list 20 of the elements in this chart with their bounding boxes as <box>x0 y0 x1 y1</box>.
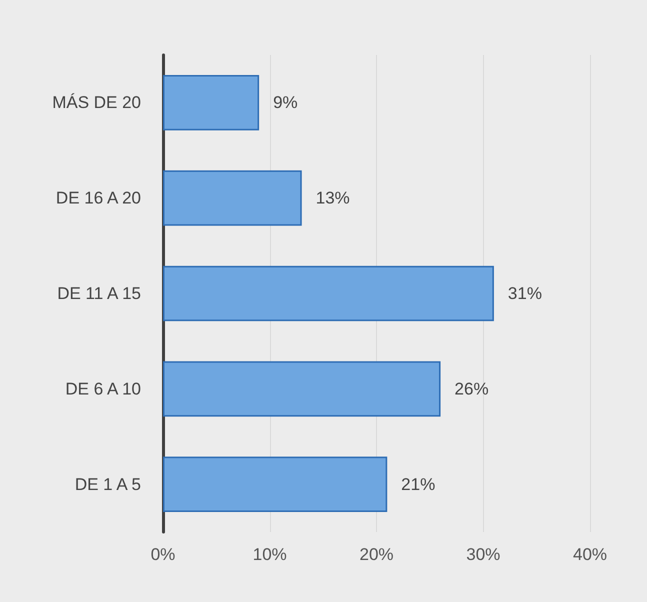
data-label: 13% <box>316 188 350 208</box>
bar <box>163 361 441 417</box>
data-label: 21% <box>401 474 436 494</box>
bar <box>163 456 388 512</box>
x-tick-label: 0% <box>150 545 176 564</box>
bar <box>163 170 302 226</box>
x-tick-label: 30% <box>466 545 500 564</box>
bar <box>163 266 494 322</box>
y-tick-label: DE 16 A 20 <box>56 188 141 208</box>
y-tick-label: MÁS DE 20 <box>52 93 141 112</box>
y-tick-label: DE 1 A 5 <box>74 474 141 494</box>
data-label: 26% <box>454 379 489 398</box>
bar <box>163 75 260 130</box>
y-tick-label: DE 6 A 10 <box>65 379 141 398</box>
y-tick-label: DE 11 A 15 <box>57 284 141 303</box>
x-tick-label: 20% <box>359 545 394 564</box>
data-label: 9% <box>273 93 298 112</box>
x-tick-label: 10% <box>252 545 287 564</box>
data-label: 31% <box>508 284 542 303</box>
x-tick-label: 40% <box>572 545 608 564</box>
